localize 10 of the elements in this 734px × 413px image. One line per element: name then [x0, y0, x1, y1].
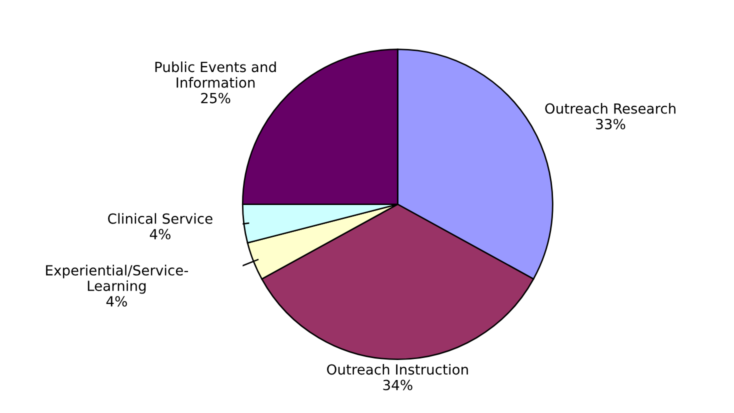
data-label: 33% — [596, 118, 626, 130]
slice-label: Public Events and Information — [155, 61, 276, 88]
slice-label: Outreach Instruction — [327, 364, 468, 375]
data-label: 4% — [106, 296, 127, 307]
data-label: 34% — [383, 380, 412, 390]
data-label: 4% — [150, 228, 170, 240]
data-label: 25% — [201, 92, 230, 104]
slice-label: Experiential/Service- Learning — [46, 264, 188, 294]
slice-label: Clinical Service — [108, 213, 212, 224]
slice-label: Outreach Research — [545, 103, 676, 114]
